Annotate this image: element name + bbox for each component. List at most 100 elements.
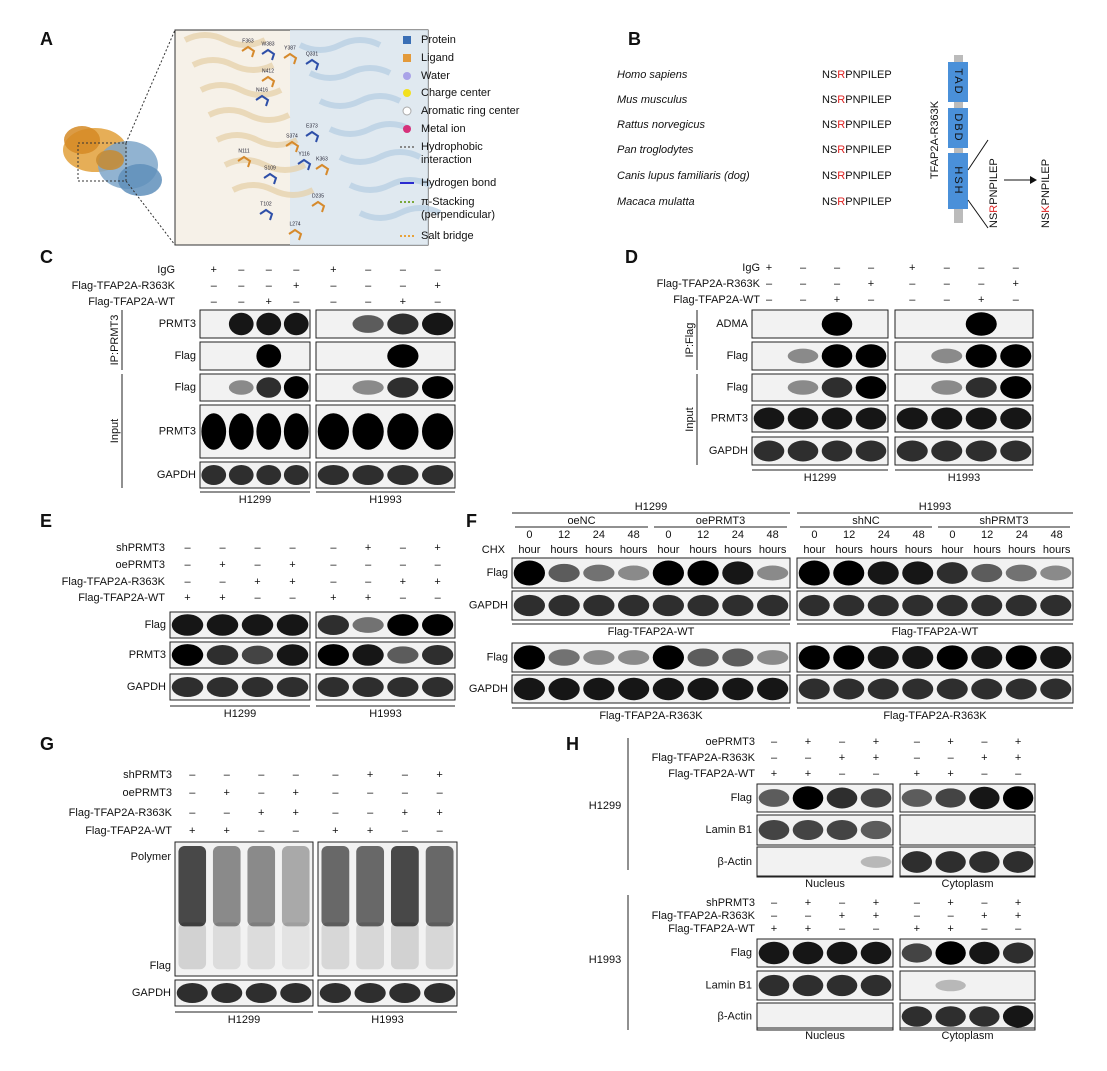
helix (338, 149, 422, 165)
sequence-part: PNPILEP (845, 144, 891, 156)
condition-sign: – (873, 923, 880, 935)
condition-sign: + (367, 769, 373, 781)
blot-label: Flag (727, 350, 748, 362)
band (583, 650, 615, 665)
condition-sign: – (211, 280, 218, 292)
smear (425, 922, 454, 970)
time-number: 48 (913, 529, 925, 541)
condition-sign: – (400, 559, 407, 571)
condition-sign: + (219, 592, 225, 604)
band (276, 614, 309, 636)
caption: Flag-TFAP2A-R363K (883, 710, 987, 722)
band (792, 941, 824, 965)
band (826, 974, 858, 997)
band (965, 440, 997, 462)
condition-sign: – (1015, 923, 1022, 935)
legend-label: π-Stacking (421, 196, 474, 208)
band (936, 562, 968, 584)
condition-sign: – (258, 787, 265, 799)
band (387, 464, 419, 486)
panel-label: H (566, 734, 579, 754)
band (969, 1006, 1000, 1027)
band (201, 464, 227, 486)
band (652, 645, 685, 670)
condition-sign: – (254, 592, 261, 604)
band (228, 380, 254, 395)
group-label: H1299 (224, 708, 256, 720)
band (798, 560, 830, 586)
condition-sign: – (330, 559, 337, 571)
blot-label: Flag (150, 960, 171, 972)
sequence-part: K (1040, 205, 1052, 213)
bracket-label: IP:PRMT3 (109, 315, 121, 366)
time-unit: hour (657, 544, 679, 556)
blot-label: Flag (727, 381, 748, 393)
condition-sign: – (914, 910, 921, 922)
condition-sign: – (771, 752, 778, 764)
band (821, 440, 853, 462)
band (867, 678, 899, 700)
condition-sign: – (800, 294, 807, 306)
condition-sign: – (437, 825, 444, 837)
treatment-label: shNC (852, 515, 880, 527)
condition-sign: + (224, 787, 230, 799)
condition-sign: + (873, 736, 879, 748)
group-label: Cytoplasm (942, 1030, 994, 1042)
band (421, 614, 454, 636)
time-number: 0 (526, 529, 532, 541)
helix (207, 107, 291, 123)
condition-label: Flag-TFAP2A-WT (668, 768, 755, 780)
blot-label: Flag (487, 567, 508, 579)
band (421, 464, 454, 486)
smear (356, 846, 385, 927)
condition-sign: – (400, 280, 407, 292)
condition-sign: – (978, 278, 985, 290)
domain (948, 108, 968, 148)
blot (751, 309, 889, 339)
residue-label: T102 (260, 201, 272, 207)
blot-label: Flag (175, 350, 196, 362)
band (756, 650, 789, 665)
sequence-part: NS (822, 94, 837, 106)
condition-sign: + (189, 825, 195, 837)
condition-sign: – (332, 807, 339, 819)
time-unit: hours (905, 544, 933, 556)
time-number: 24 (878, 529, 890, 541)
condition-label: IgG (742, 262, 760, 274)
band (867, 561, 899, 585)
condition-sign: – (224, 769, 231, 781)
band (1005, 645, 1037, 670)
condition-sign: + (839, 752, 845, 764)
blot (894, 309, 1034, 339)
band (1000, 376, 1032, 399)
panel-label: F (466, 511, 477, 531)
band (821, 407, 853, 430)
band (1005, 594, 1037, 617)
condition-sign: + (805, 768, 811, 780)
band (855, 407, 887, 430)
time-number: 48 (1051, 529, 1063, 541)
band (935, 851, 966, 873)
band (387, 344, 419, 368)
band (931, 348, 963, 364)
condition-sign: + (436, 769, 442, 781)
residue (261, 48, 276, 61)
band (821, 344, 853, 368)
domain (948, 153, 968, 209)
band (833, 560, 865, 586)
condition-sign: + (434, 576, 440, 588)
band (245, 982, 277, 1004)
band (317, 614, 350, 636)
band (860, 856, 892, 868)
legend-label: Aromatic ring center (421, 105, 520, 117)
band (936, 645, 968, 670)
band (280, 982, 312, 1004)
band (758, 789, 790, 807)
smear (390, 846, 419, 927)
band (352, 315, 384, 333)
band (722, 561, 754, 585)
band (171, 614, 204, 636)
residue (255, 94, 270, 107)
band (319, 982, 352, 1004)
condition-label: oePRMT3 (705, 736, 755, 748)
